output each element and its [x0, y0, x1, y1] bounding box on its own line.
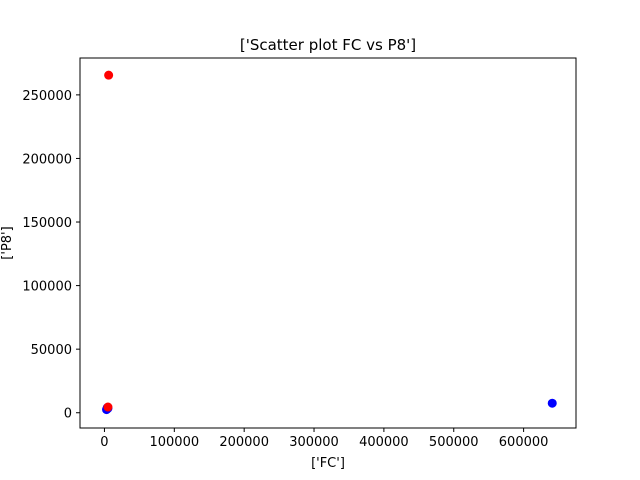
x-tick-label: 200000 [219, 435, 269, 450]
plot-area [80, 58, 576, 428]
y-tick-label: 100000 [22, 280, 72, 295]
x-tick-label: 100000 [149, 435, 199, 450]
x-tick-label: 400000 [359, 435, 409, 450]
x-tick-label: 500000 [429, 435, 479, 450]
y-tick-label: 200000 [22, 152, 72, 167]
y-tick-label: 150000 [22, 216, 72, 231]
y-axis-label: ['P8'] [0, 226, 15, 259]
y-tick-label: 50000 [31, 343, 72, 358]
y-tick-label: 0 [64, 407, 72, 422]
x-axis-label: ['FC'] [311, 456, 345, 471]
scatter-point-series-2 [104, 70, 114, 80]
scatter-point-series-2 [103, 402, 113, 412]
x-tick-label: 300000 [289, 435, 339, 450]
plot-frame [79, 57, 577, 429]
points-layer [102, 70, 557, 415]
x-tick-label: 0 [100, 435, 108, 450]
x-axis: 0 100000 200000 300000 400000 500000 600000 [100, 428, 548, 450]
y-tick-label: 250000 [22, 89, 72, 104]
x-tick-label: 600000 [499, 435, 549, 450]
scatter-point-series-1 [547, 398, 557, 408]
chart-title: ['Scatter plot FC vs P8'] [240, 36, 416, 54]
y-axis: 0 50000 100000 150000 200000 250000 [22, 89, 80, 422]
